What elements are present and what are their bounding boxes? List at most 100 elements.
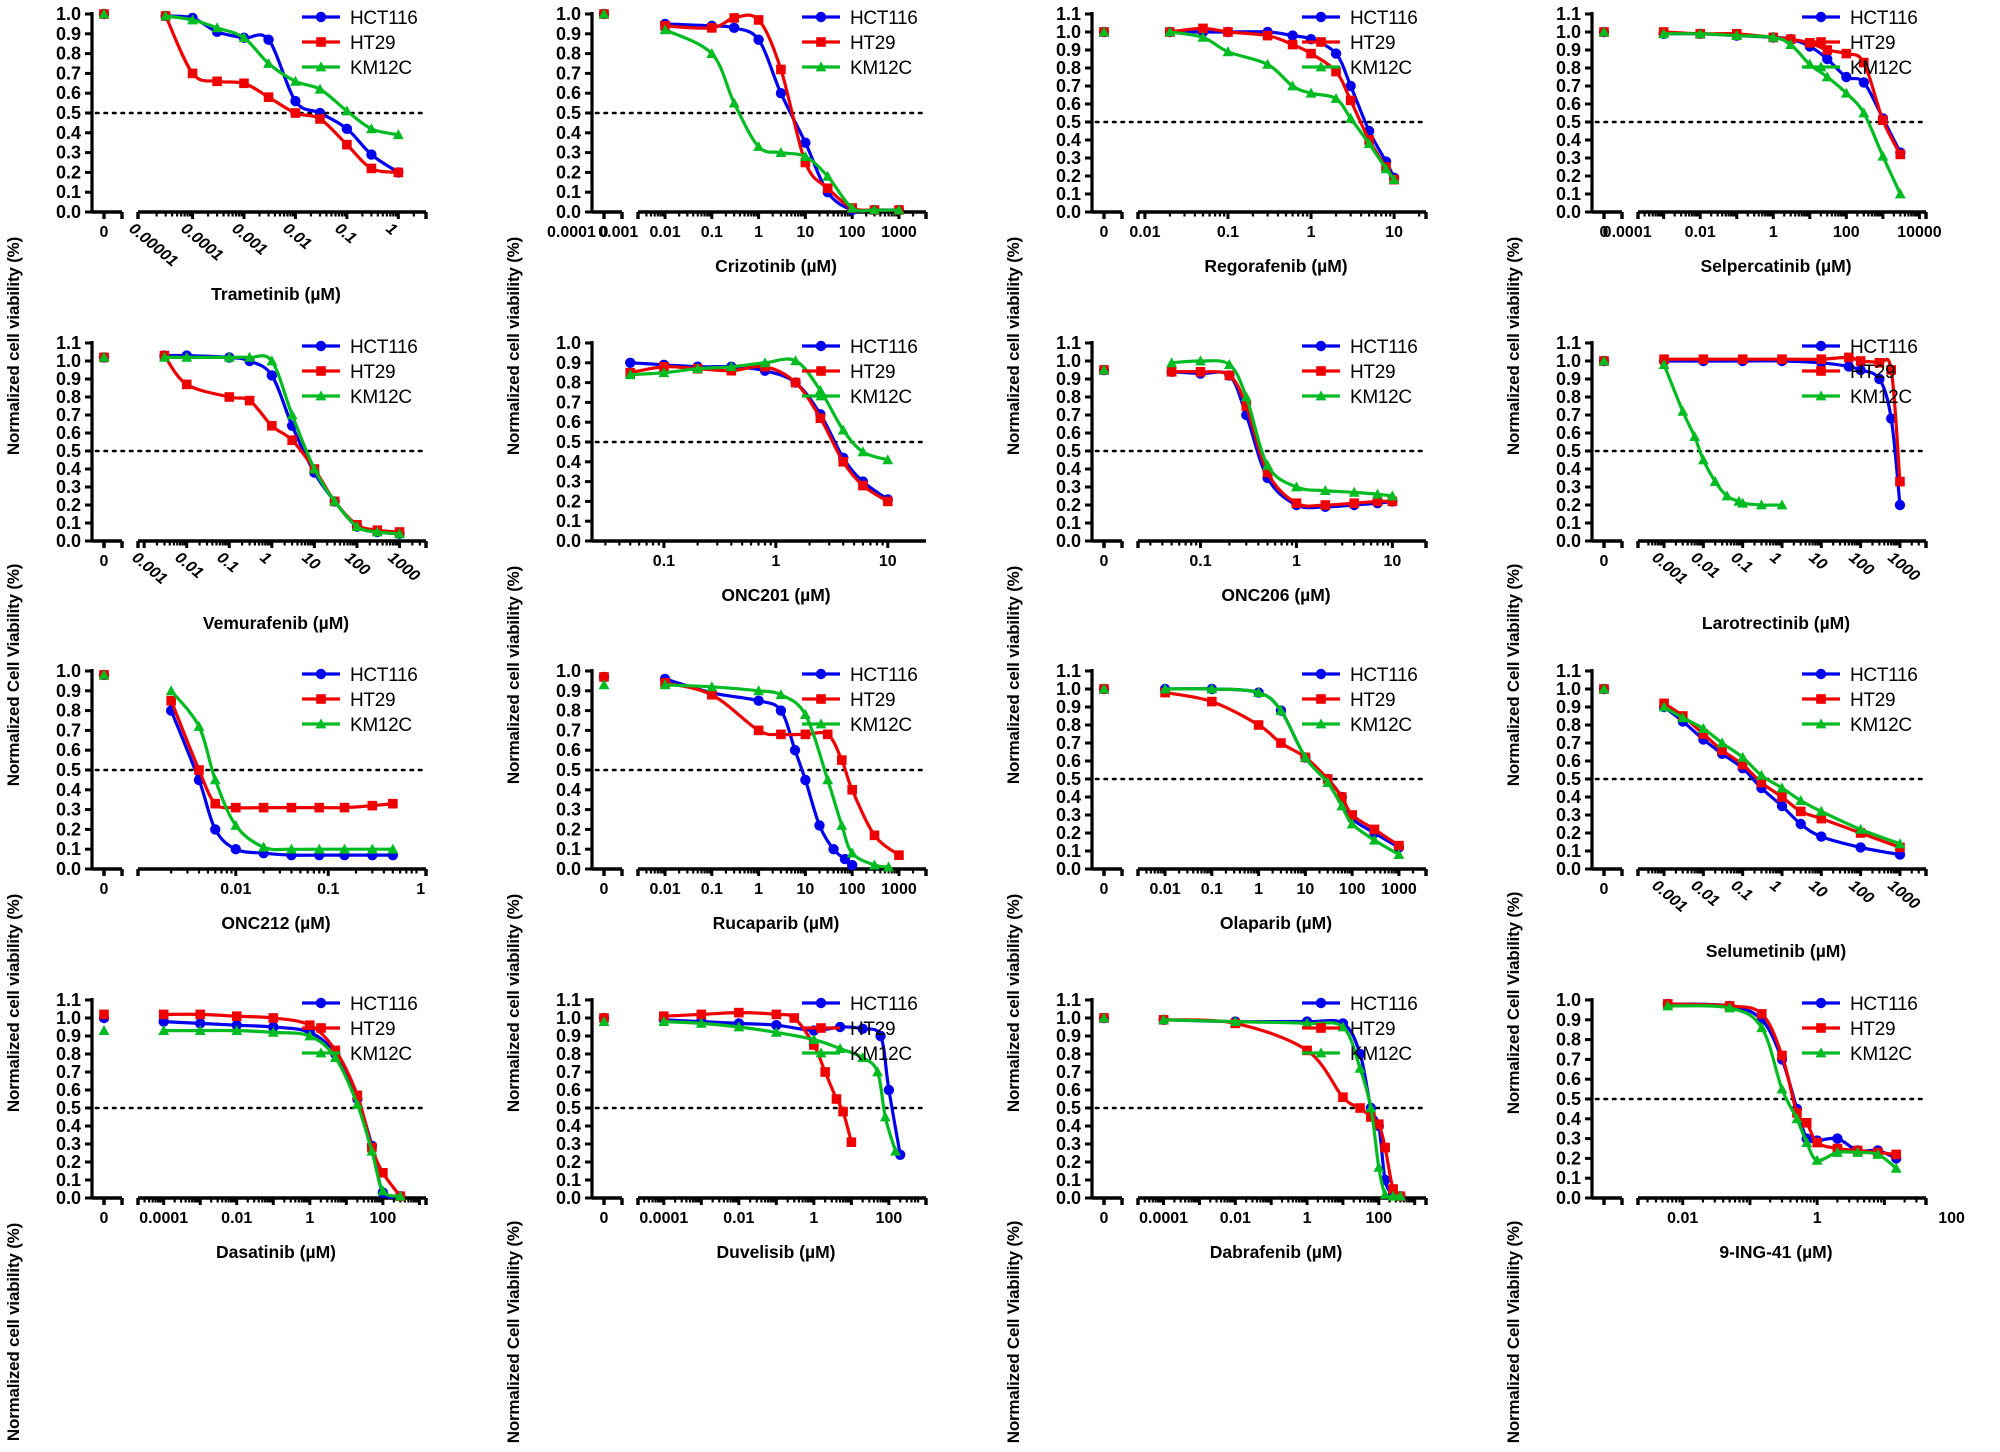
legend-item-ht29[interactable]: HT29 [1300,688,1418,713]
legend-item-hct116[interactable]: HCT116 [1300,992,1418,1017]
legend: HCT116 HT29 KM12C [800,335,918,410]
y-tick-label: 0.7 [56,1062,81,1082]
legend-item-hct116[interactable]: HCT116 [300,335,418,360]
legend-item-ht29[interactable]: HT29 [300,688,418,713]
legend-item-km12c[interactable]: KM12C [300,56,418,81]
y-tick-label: 0.5 [1056,1098,1081,1118]
legend-marker-square-icon [1300,1017,1346,1042]
legend-marker-square-icon [800,688,846,713]
legend-item-hct116[interactable]: HCT116 [300,663,418,688]
legend-item-km12c[interactable]: KM12C [800,713,918,738]
legend-marker-square-icon [800,31,846,56]
legend-item-ht29[interactable]: HT29 [1300,360,1418,385]
axes: 1.00.90.80.70.60.50.40.30.20.10.0 [1556,990,1928,1208]
x-axis-title: 9-ING-41 (µM) [1719,1241,1833,1262]
legend-item-km12c[interactable]: KM12C [1800,713,1918,738]
legend-item-hct116[interactable]: HCT116 [1800,6,1918,31]
legend-item-km12c[interactable]: KM12C [1800,385,1918,410]
x-axis-title: Dabrafenib (µM) [1209,1241,1343,1262]
legend-item-ht29[interactable]: HT29 [300,360,418,385]
chart-panel-onc212: 1.0 0.9 0.8 0.7 0.6 0.5 0.4 0.3 0.2 0.1 0.0 Normali… [0,657,500,1112]
chart-panel-larotrectinib: 1.1 1.0 0.9 0.8 0.7 0.6 0.5 0.4 0.3 0.2 0.1 0.0 Norm… [1500,329,2000,786]
legend-item-hct116[interactable]: HCT116 [300,6,418,31]
legend-marker-circle-icon [1800,6,1846,31]
legend-item-hct116[interactable]: HCT116 [1300,663,1418,688]
legend-item-hct116[interactable]: HCT116 [800,992,918,1017]
legend-item-km12c[interactable]: KM12C [1300,385,1418,410]
y-tick-label: 0.6 [1556,1069,1581,1089]
legend-item-km12c[interactable]: KM12C [800,385,918,410]
legend-marker-square-icon [300,688,346,713]
chart-panel-regorafenib: 1.1 1.0 0.9 0.8 0.7 0.6 0.5 0.4 0.3 0.2 0.1 0.0 Norm… [1000,0,1500,455]
legend-item-ht29[interactable]: HT29 [1300,1017,1418,1042]
legend-item-ht29[interactable]: HT29 [1800,360,1918,385]
y-tick-label: 0.2 [1056,1152,1081,1172]
series-KM12C [1598,26,1906,199]
y-tick-label: 0.7 [1556,76,1581,96]
legend-item-km12c[interactable]: KM12C [300,713,418,738]
legend-item-ht29[interactable]: HT29 [300,31,418,56]
fit-curve [663,683,891,869]
legend-item-hct116[interactable]: HCT116 [300,992,418,1017]
legend-label: HT29 [1850,33,1896,54]
legend-item-km12c[interactable]: KM12C [300,385,418,410]
legend-item-ht29[interactable]: HT29 [800,688,918,713]
legend-item-ht29[interactable]: HT29 [1800,1017,1918,1042]
legend-item-hct116[interactable]: HCT116 [800,335,918,360]
legend-label: HCT116 [1350,336,1418,358]
y-tick-label: 0.6 [1556,94,1581,114]
series-KM12C [598,1015,901,1156]
y-tick-label: 0.0 [556,202,581,222]
chart-panel-onc201: 1.0 0.9 0.8 0.7 0.6 0.5 0.4 0.3 0.2 0.1 0.0 Normali… [500,329,1000,784]
legend-label: HT29 [350,1018,396,1040]
y-tick-label: 0.6 [556,83,581,103]
y-tick-label: 0.2 [56,1152,81,1172]
legend-item-km12c[interactable]: KM12C [1300,713,1418,738]
legend-item-km12c[interactable]: KM12C [800,1042,918,1067]
x-axis-title: ONC212 (µM) [221,913,331,933]
x-axis-title: Trametinib (µM) [211,284,341,304]
legend: HCT116 HT29 KM12C [300,335,418,410]
legend-label: KM12C [850,715,912,736]
legend-item-km12c[interactable]: KM12C [1800,1042,1918,1067]
legend-item-ht29[interactable]: HT29 [1800,688,1918,713]
plot-canvas: 1.00.90.80.70.60.50.40.30.20.10.0 [1556,990,1928,1208]
y-tick-label: 0.8 [56,1044,81,1064]
legend: HCT116 HT29 KM12C [1800,6,1918,81]
legend-item-km12c[interactable]: KM12C [1300,1042,1418,1067]
legend-item-hct116[interactable]: HCT116 [1300,6,1418,31]
legend-item-ht29[interactable]: HT29 [1300,31,1418,56]
y-tick-label: 0.4 [1556,130,1581,150]
legend-item-km12c[interactable]: KM12C [800,56,918,81]
y-tick-label: 0.0 [1556,859,1581,879]
legend-label: HT29 [850,1018,896,1040]
y-tick-label: 0.5 [556,103,581,123]
legend-item-hct116[interactable]: HCT116 [1300,335,1418,360]
legend-item-hct116[interactable]: HCT116 [1800,992,1918,1017]
y-tick-label: 0.3 [556,800,581,820]
y-tick-label: 0.4 [56,123,81,143]
legend-item-hct116[interactable]: HCT116 [800,6,918,31]
legend-item-km12c[interactable]: KM12C [1800,56,1918,81]
y-tick-label: 0.8 [556,1044,581,1064]
y-tick-label: 0.3 [556,1134,581,1154]
y-tick-label: 0.6 [1056,94,1081,114]
y-tick-label: 0.4 [1556,787,1581,807]
legend-item-hct116[interactable]: HCT116 [800,663,918,688]
legend-item-ht29[interactable]: HT29 [300,1017,418,1042]
legend-item-hct116[interactable]: HCT116 [1800,335,1918,360]
y-axis-title: Normalized Cell Viability (%) [504,1220,523,1443]
y-tick-label: 0.3 [1556,477,1581,497]
legend-item-ht29[interactable]: HT29 [800,360,918,385]
legend-item-ht29[interactable]: HT29 [1800,31,1918,56]
legend-item-km12c[interactable]: KM12C [1300,56,1418,81]
legend-label: HCT116 [850,8,918,29]
legend-item-ht29[interactable]: HT29 [800,31,918,56]
fit-curve [662,1019,898,1153]
legend-label: HT29 [1850,690,1896,711]
legend-item-ht29[interactable]: HT29 [800,1017,918,1042]
axes: 1.00.90.80.70.60.50.40.30.20.10.0 [556,333,926,551]
legend-item-hct116[interactable]: HCT116 [1800,663,1918,688]
y-tick-label: 1.0 [1056,679,1081,699]
legend-item-km12c[interactable]: KM12C [300,1042,418,1067]
